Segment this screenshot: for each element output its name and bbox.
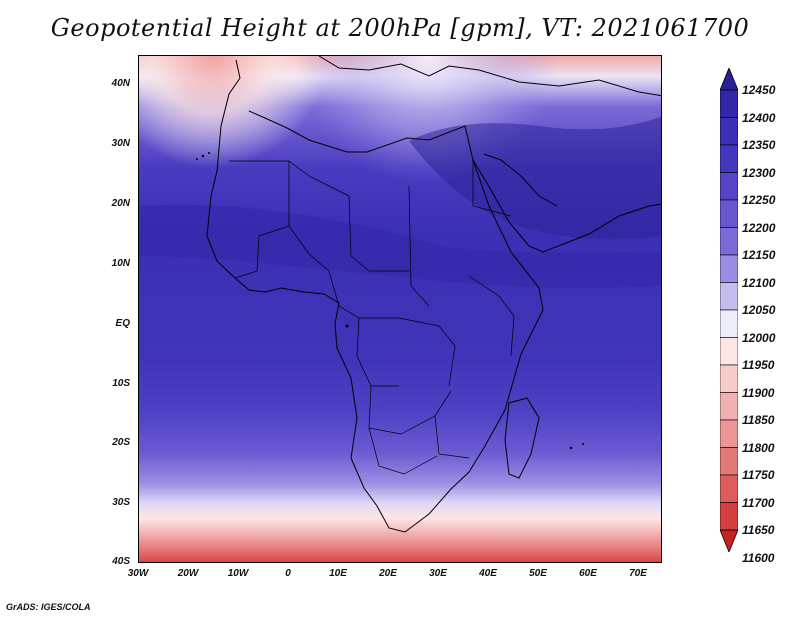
lon-label-50e: 50E [529, 568, 547, 579]
colorbar-swatch [720, 254, 738, 283]
colorbar-swatch [720, 419, 738, 448]
lon-label-40e: 40E [479, 568, 497, 579]
colorbar-level-label: 11750 [742, 468, 775, 482]
colorbar-level-label: 11900 [742, 385, 775, 400]
colorbar-max-arrow [720, 68, 738, 91]
colorbar-level-label: 12000 [742, 330, 776, 345]
grads-credit: GrADS: IGES/COLA [6, 602, 91, 612]
colorbar-swatch [720, 172, 738, 201]
lat-label-30s: 30S [112, 497, 130, 508]
colorbar-level-label: 12400 [742, 110, 776, 125]
colorbar-level-label: 11800 [742, 440, 775, 455]
lon-label-10w: 10W [227, 568, 249, 579]
colorbar-level-label: 12250 [742, 193, 776, 207]
map-title: Geopotential Height at 200hPa [gpm], VT:… [50, 14, 750, 42]
lat-label-40n: 40N [111, 78, 130, 89]
colorbar [720, 68, 738, 552]
lat-label-30n: 30N [111, 138, 130, 149]
colorbar-swatch [720, 364, 738, 393]
colorbar-level-label: 11600 [742, 550, 775, 565]
colorbar-swatch [720, 117, 738, 146]
map-canvas [139, 56, 661, 562]
country-borders [229, 160, 515, 475]
colorbar-swatch [720, 144, 738, 173]
lat-label-20s: 20S [112, 437, 130, 448]
colorbar-level-label: 11650 [742, 523, 775, 537]
colorbar-min-arrow [720, 529, 738, 552]
colorbar-swatch [720, 447, 738, 476]
colorbar-level-label: 12200 [742, 220, 776, 235]
colorbar-swatch [720, 227, 738, 256]
colorbar-level-label: 12300 [742, 165, 776, 180]
colorbar-swatch [720, 89, 738, 118]
lat-label-20n: 20N [111, 198, 130, 209]
colorbar-level-label: 12150 [742, 248, 776, 262]
arabia-high [409, 116, 661, 240]
lon-label-0: 0 [285, 568, 291, 579]
colorbar-swatch [720, 282, 738, 311]
islands [196, 152, 584, 450]
colorbar-level-label: 11850 [742, 413, 775, 427]
colorbar-swatch [720, 199, 738, 228]
lat-label-10s: 10S [112, 378, 130, 389]
colorbar-swatch [720, 474, 738, 503]
lon-label-70e: 70E [629, 568, 647, 579]
coastlines [206, 56, 661, 533]
colorbar-level-label: 12100 [742, 275, 776, 290]
map-panel [138, 55, 662, 563]
lon-label-60e: 60E [579, 568, 597, 579]
lon-label-20e: 20E [379, 568, 397, 579]
colorbar-level-label: 12350 [742, 138, 776, 152]
lat-label-10n: 10N [111, 258, 130, 269]
lat-label-40s: 40S [112, 556, 130, 567]
colorbar-level-label: 11950 [742, 358, 775, 372]
lon-label-20w: 20W [177, 568, 199, 579]
lon-label-30w: 30W [127, 568, 149, 579]
colorbar-swatch [720, 309, 738, 338]
colorbar-swatch [720, 502, 738, 531]
colorbar-swatch [720, 392, 738, 421]
colorbar-level-label: 12050 [742, 303, 776, 317]
lon-label-30e: 30E [429, 568, 447, 579]
lat-label-eq: EQ [115, 318, 130, 329]
colorbar-swatch [720, 337, 738, 366]
lon-label-10e: 10E [329, 568, 347, 579]
colorbar-level-label: 12450 [742, 83, 776, 97]
colorbar-level-label: 11700 [742, 495, 775, 510]
high-height-band [139, 204, 661, 288]
